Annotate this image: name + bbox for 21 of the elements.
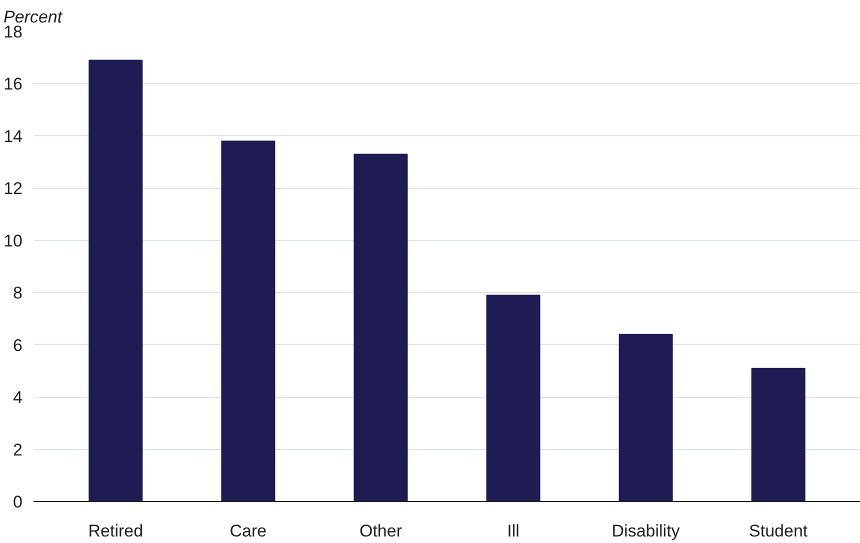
- y-tick-label: 10: [4, 231, 23, 250]
- x-tick-label: Student: [749, 522, 808, 540]
- y-tick-label: 16: [4, 74, 23, 94]
- bar: [354, 154, 408, 502]
- bar: [751, 368, 806, 502]
- bar: [618, 334, 673, 502]
- bar: [486, 294, 540, 502]
- y-tick-label: 2: [13, 440, 23, 460]
- y-tick-label: 6: [13, 336, 23, 355]
- y-tick-label: 8: [13, 284, 23, 303]
- bar: [221, 140, 276, 502]
- x-tick-label: Disability: [612, 522, 680, 540]
- y-tick-label: 14: [4, 126, 23, 146]
- y-tick-label: 0: [13, 492, 23, 512]
- x-tick-label: Other: [359, 522, 402, 540]
- x-tick-label: Care: [230, 522, 267, 540]
- x-tick-label: Retired: [88, 522, 144, 540]
- x-tick-label: Ill: [507, 522, 520, 540]
- bar: [88, 60, 143, 502]
- y-tick-label: 12: [4, 179, 23, 198]
- y-tick-label: 4: [13, 388, 23, 408]
